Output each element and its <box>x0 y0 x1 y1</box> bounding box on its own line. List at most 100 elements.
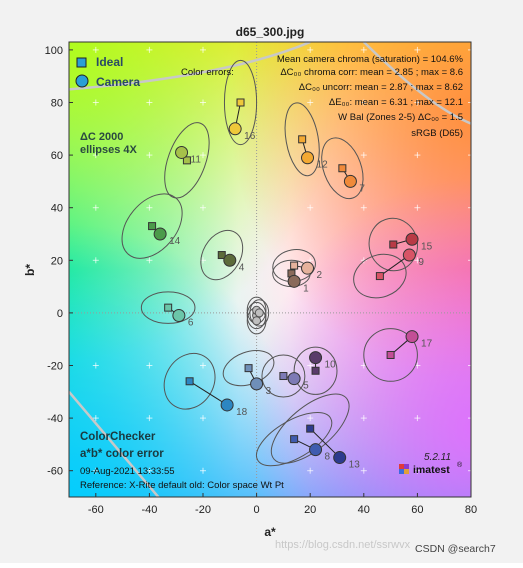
error-ellipse <box>284 102 320 177</box>
camera-marker <box>223 253 237 267</box>
x-tick-label: 60 <box>411 504 423 516</box>
brand-registered-icon: ® <box>457 461 463 469</box>
patch-label: 12 <box>317 160 329 171</box>
ideal-marker <box>290 435 299 444</box>
error-ellipse <box>121 193 183 259</box>
chart-title: d65_300.jpg <box>236 25 305 39</box>
gamut-curve-top <box>69 42 311 91</box>
patch-label: 1 <box>303 283 309 294</box>
error-ellipse <box>270 393 350 464</box>
stats-line-2-prefix: Color errors: <box>181 67 234 78</box>
bottom-title-1: ColorChecker <box>80 431 156 443</box>
neutral-ellipse <box>249 299 270 327</box>
ideal-marker <box>306 424 315 433</box>
camera-marker <box>343 174 357 188</box>
error-ellipse <box>293 346 338 395</box>
y-tick-label: 20 <box>51 255 63 267</box>
watermark-csdn: CSDN @search7 <box>415 543 496 555</box>
camera-marker <box>287 274 301 288</box>
error-vector <box>309 428 341 458</box>
metric-label-2: ellipses 4X <box>80 144 138 156</box>
x-tick-label: -40 <box>141 504 157 516</box>
camera-marker <box>153 227 167 241</box>
camera-marker <box>220 398 234 412</box>
axis-ticks: -60 -40 -20 0 20 40 60 80 -60 -40 -20 0 20 40 60 80 100 <box>45 45 477 516</box>
x-axis-label: a* <box>264 525 276 539</box>
error-ellipse <box>163 352 216 410</box>
ideal-marker <box>386 350 395 359</box>
error-ellipse <box>363 328 418 382</box>
y-tick-label: 60 <box>51 150 63 162</box>
gamut-boundary <box>69 42 471 497</box>
version-label: 5.2.11 <box>424 452 451 463</box>
x-tick-label: -60 <box>88 504 104 516</box>
ideal-marker <box>217 251 226 260</box>
patch-label: 9 <box>418 257 424 268</box>
x-tick-label: 20 <box>304 504 316 516</box>
ideal-marker <box>375 272 384 281</box>
bottom-title-2: a*b* color error <box>80 448 164 460</box>
watermark-url: https://blog.csdn.net/ssrwvx <box>275 539 411 551</box>
y-tick-label: -40 <box>47 413 63 425</box>
camera-marker <box>333 451 347 465</box>
neutral-marker <box>254 308 264 318</box>
camera-marker <box>309 443 323 457</box>
y-tick-label: 40 <box>51 203 63 215</box>
stats-line-1: Mean camera chroma (saturation) = 104.6% <box>277 54 464 65</box>
camera-marker <box>250 377 264 391</box>
timestamp: 09-Aug-2021 13:33:55 <box>80 466 175 477</box>
gamut-curve-top-right <box>362 42 471 125</box>
camera-marker <box>405 330 419 344</box>
ideal-marker <box>236 98 245 107</box>
x-tick-label: 0 <box>254 504 260 516</box>
ideal-marker <box>244 364 253 373</box>
ideal-marker <box>148 222 157 231</box>
patch-label: 2 <box>317 270 323 281</box>
error-ellipse <box>164 122 210 199</box>
patch-label: 10 <box>325 360 337 371</box>
ideal-marker <box>389 240 398 249</box>
reference-text: Reference: X-Rite default old: Color spa… <box>80 480 284 491</box>
y-tick-label: 100 <box>45 45 63 57</box>
error-ellipse <box>140 291 196 324</box>
camera-marker <box>287 372 301 386</box>
legend-ideal-label: Ideal <box>96 55 123 69</box>
patch-label: 15 <box>421 241 433 252</box>
axes-frame <box>68 41 472 498</box>
neutral-ellipse <box>246 301 267 330</box>
patch-label: 13 <box>349 460 361 471</box>
x-tick-label: 80 <box>465 504 477 516</box>
stats-line-4: ΔE₀₀: mean = 6.31 ; max = 12.1 <box>329 97 463 108</box>
ideal-marker <box>311 366 320 375</box>
legend-ideal-square-icon <box>76 57 87 68</box>
imatest-logo-icon <box>399 464 409 474</box>
camera-marker <box>172 309 186 323</box>
patch-label: 17 <box>421 339 433 350</box>
x-tick-label: 40 <box>358 504 370 516</box>
camera-marker <box>301 151 315 165</box>
error-ellipse <box>223 59 258 146</box>
legend-camera-circle-icon <box>75 74 89 88</box>
patch-label: 18 <box>236 407 248 418</box>
ellipse-layer <box>121 59 418 467</box>
stats-line-6: sRGB (D65) <box>411 128 463 139</box>
camera-marker <box>309 351 323 365</box>
patch-label: 6 <box>188 318 194 329</box>
brand-label: imatest <box>413 464 450 476</box>
ideal-marker <box>279 372 288 381</box>
y-tick-label: 80 <box>51 97 63 109</box>
legend-camera-label: Camera <box>96 75 140 89</box>
camera-marker <box>301 261 315 275</box>
y-tick-label: -20 <box>47 360 63 372</box>
camera-marker <box>402 248 416 262</box>
patch-label: 4 <box>239 262 245 273</box>
error-ellipse <box>321 137 364 200</box>
neutral-marker <box>252 316 262 326</box>
metric-label-1: ΔC 2000 <box>80 131 123 143</box>
y-tick-label: -60 <box>47 466 63 478</box>
patch-label: 11 <box>191 154 202 165</box>
ideal-marker <box>185 377 194 386</box>
